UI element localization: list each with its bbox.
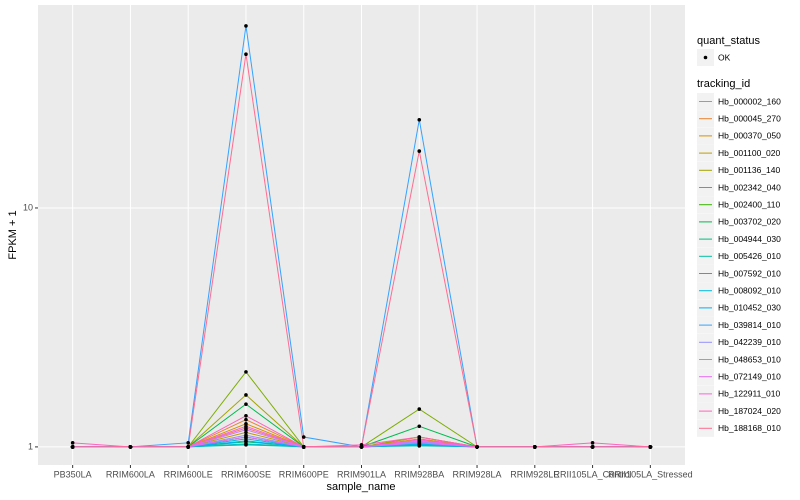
legend-label: Hb_072149_010 bbox=[718, 371, 781, 381]
data-point bbox=[359, 445, 364, 449]
legend-point bbox=[703, 55, 708, 60]
x-tick-label: RRIM928LA bbox=[453, 469, 502, 479]
data-point bbox=[244, 424, 248, 429]
x-tick-label: RRIM600SE bbox=[221, 469, 271, 479]
x-tick-label: RRIM600PE bbox=[279, 469, 329, 479]
data-point bbox=[244, 435, 248, 439]
data-point bbox=[244, 24, 248, 28]
lines bbox=[70, 24, 653, 449]
legend-label: Hb_010452_030 bbox=[718, 303, 781, 313]
legend-label: Hb_039814_010 bbox=[718, 320, 781, 330]
legend-label: Hb_188168_010 bbox=[718, 423, 781, 433]
legend-label: Hb_000002_160 bbox=[718, 96, 781, 106]
legend-title: quant_status bbox=[697, 35, 760, 47]
legend-label: Hb_001100_020 bbox=[718, 148, 781, 158]
x-tick-label: RRIM928LE bbox=[510, 469, 559, 479]
data-point bbox=[70, 441, 75, 445]
legend-label: Hb_004944_030 bbox=[718, 234, 781, 244]
legend-label: Hb_122911_010 bbox=[718, 389, 781, 399]
data-point bbox=[475, 445, 479, 449]
legend-label: Hb_042239_010 bbox=[718, 337, 781, 347]
data-point bbox=[301, 445, 306, 449]
data-point bbox=[244, 439, 248, 443]
x-tick-label: RRII105LA_Control bbox=[554, 469, 632, 479]
data-point bbox=[244, 442, 248, 446]
legend-label: OK bbox=[718, 52, 731, 62]
grid bbox=[38, 5, 685, 465]
legend-title: tracking_id bbox=[697, 78, 750, 90]
y-tick-label: 10 bbox=[23, 202, 33, 212]
data-point bbox=[244, 370, 248, 374]
legend-label: Hb_048653_010 bbox=[718, 354, 781, 364]
x-tick-label: RRIM600LE bbox=[164, 469, 213, 479]
x-tick-label: RRIM901LA bbox=[337, 469, 386, 479]
legend-label: Hb_002342_040 bbox=[718, 182, 781, 192]
legend-label: Hb_003702_020 bbox=[718, 217, 781, 227]
data-point bbox=[417, 441, 422, 445]
y-axis-label: FPKM + 1 bbox=[7, 210, 19, 259]
data-point bbox=[186, 441, 190, 445]
x-tick-label: RRII105LA_Stressed bbox=[608, 469, 693, 479]
data-point bbox=[244, 393, 248, 397]
data-point bbox=[244, 52, 248, 57]
data-point bbox=[417, 149, 422, 153]
data-point bbox=[301, 435, 306, 439]
x-tick-label: PB350LA bbox=[54, 469, 92, 479]
data-point bbox=[244, 427, 248, 432]
legend-label: Hb_001136_140 bbox=[718, 165, 781, 175]
legend-label: Hb_000370_050 bbox=[718, 131, 781, 141]
data-point bbox=[590, 441, 595, 445]
x-axis-label: sample_name bbox=[326, 481, 395, 493]
data-point bbox=[417, 438, 422, 442]
data-point bbox=[128, 445, 133, 449]
legend-label: Hb_008092_010 bbox=[718, 285, 781, 295]
data-point bbox=[244, 413, 248, 418]
legend-label: Hb_007592_010 bbox=[718, 268, 781, 278]
legend-label: Hb_005426_010 bbox=[718, 251, 781, 261]
data-point bbox=[244, 402, 248, 406]
x-tick-label: RRIM600LA bbox=[106, 469, 155, 479]
data-point bbox=[244, 430, 248, 435]
data-point bbox=[417, 435, 422, 439]
y-tick-label: 1 bbox=[28, 441, 33, 451]
legend-label: Hb_187024_020 bbox=[718, 406, 781, 416]
data-point bbox=[417, 407, 422, 411]
data-point bbox=[533, 445, 537, 449]
data-point bbox=[186, 445, 190, 449]
data-point bbox=[417, 424, 422, 429]
legend-label: Hb_000045_270 bbox=[718, 113, 781, 123]
data-point bbox=[70, 445, 75, 449]
data-point bbox=[417, 117, 422, 122]
legend-label: Hb_002400_110 bbox=[718, 199, 781, 209]
data-point bbox=[590, 445, 595, 449]
data-point bbox=[244, 421, 248, 426]
x-tick-label: RRIM928BA bbox=[394, 469, 444, 479]
data-point bbox=[244, 417, 248, 422]
data-point bbox=[648, 445, 653, 449]
